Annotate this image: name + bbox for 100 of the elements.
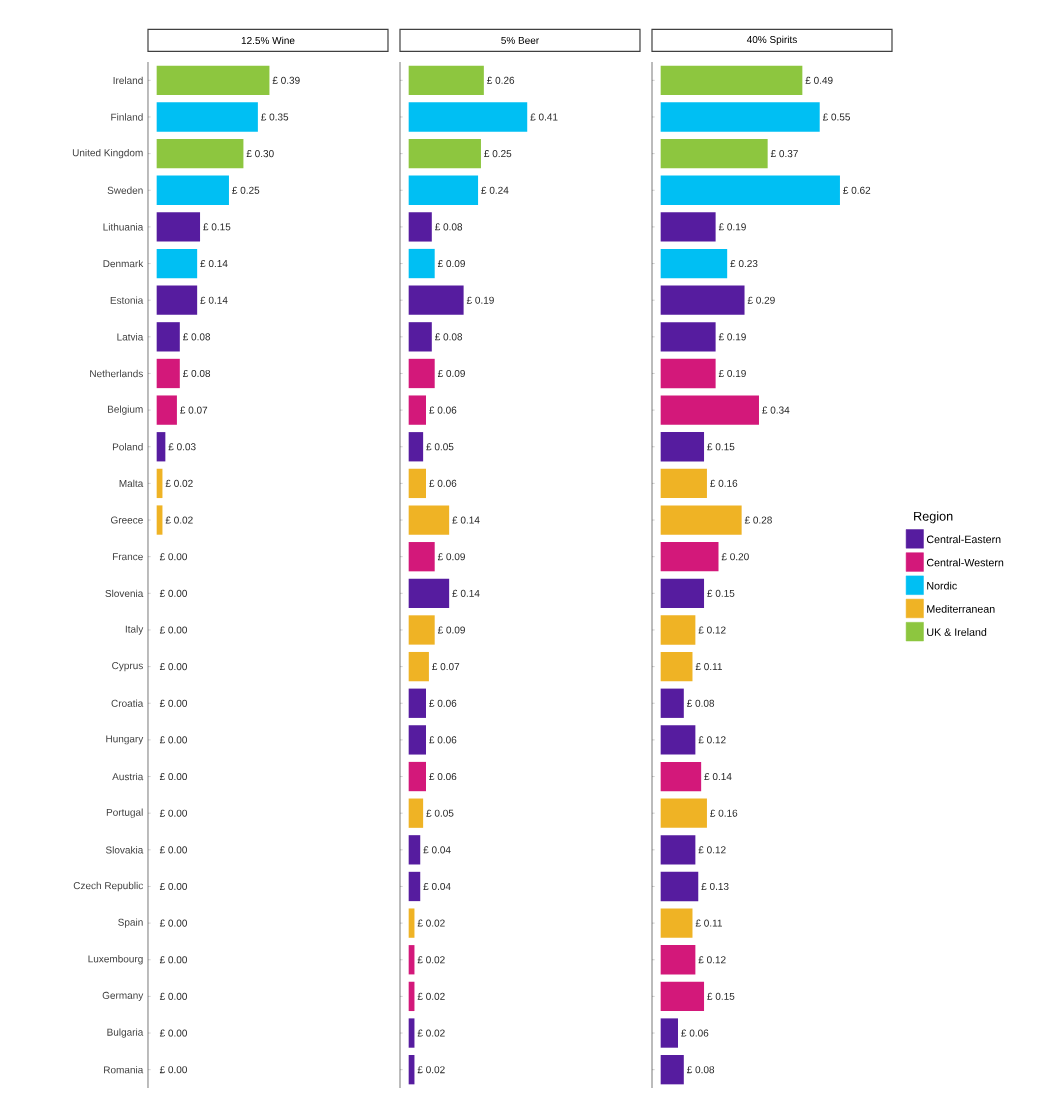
bar: [660, 945, 696, 975]
data-label: £ 0.08: [435, 333, 463, 341]
data-label: £ 0.12: [698, 846, 726, 854]
bar: [660, 175, 840, 205]
data-label: £ 0.00: [159, 1029, 187, 1037]
data-label: £ 0.11: [695, 919, 722, 927]
data-label: £ 0.12: [698, 956, 726, 964]
legend-label: UK & Ireland: [927, 628, 987, 636]
data-label: £ 0.00: [159, 992, 187, 1000]
data-label: £ 0.00: [159, 809, 187, 817]
bar: [408, 285, 464, 315]
bar: [408, 138, 481, 169]
data-label: £ 0.12: [698, 626, 726, 634]
data-label: £ 0.06: [429, 773, 457, 781]
data-label: £ 0.28: [744, 516, 772, 524]
bar: [408, 175, 479, 205]
data-label: £ 0.06: [429, 479, 457, 487]
y-tick-label: Slovenia: [105, 589, 144, 598]
bar: [156, 212, 201, 242]
y-tick-label: Bulgaria: [107, 1028, 144, 1038]
data-label: £ 0.14: [452, 516, 480, 524]
legend-label: Mediterranean: [927, 604, 995, 613]
data-label: £ 0.00: [159, 1066, 187, 1074]
bar: [660, 505, 742, 535]
bar: [660, 285, 745, 315]
data-label: £ 0.13: [701, 882, 729, 891]
y-tick-label: Malta: [119, 479, 144, 488]
data-label: £ 0.16: [710, 479, 738, 487]
data-label: £ 0.19: [466, 296, 494, 304]
bar: [408, 725, 427, 755]
y-tick-label: Slovakia: [105, 846, 144, 854]
data-label: £ 0.16: [710, 809, 738, 817]
bar: [660, 761, 702, 792]
data-label: £ 0.08: [435, 223, 463, 231]
data-label: £ 0.29: [747, 296, 775, 304]
data-label: £ 0.26: [487, 76, 515, 84]
data-label: £ 0.00: [159, 699, 187, 707]
data-label: £ 0.39: [272, 76, 300, 84]
legend-label: Nordic: [927, 581, 957, 590]
bar: [408, 468, 427, 499]
data-label: £ 0.05: [426, 809, 454, 817]
data-label: £ 0.14: [200, 260, 228, 268]
bar: [408, 505, 450, 535]
bar: [408, 798, 424, 828]
bar: [408, 432, 424, 462]
bar: [408, 615, 435, 645]
data-label: £ 0.37: [770, 150, 798, 158]
data-label: £ 0.09: [437, 626, 465, 634]
bar: [408, 651, 429, 682]
data-label: £ 0.00: [159, 589, 187, 597]
data-label: £ 0.07: [432, 663, 460, 671]
bar: [156, 322, 180, 352]
bar: [660, 138, 768, 169]
data-label: £ 0.19: [718, 223, 746, 231]
data-label: £ 0.15: [707, 589, 735, 597]
data-label: £ 0.14: [200, 296, 228, 304]
bar: [660, 981, 705, 1012]
bar: [156, 358, 180, 389]
bar: [660, 725, 696, 755]
bar: [660, 212, 716, 242]
data-label: £ 0.19: [718, 369, 746, 378]
y-tick-label: Poland: [112, 443, 143, 451]
bar: [408, 358, 435, 389]
y-tick-label: Finland: [111, 113, 143, 121]
data-label: £ 0.14: [452, 589, 480, 597]
data-label: £ 0.06: [681, 1029, 709, 1037]
bar: [660, 578, 705, 608]
data-label: £ 0.34: [762, 406, 790, 414]
bar: [156, 175, 229, 205]
bar: [156, 395, 177, 425]
data-label: £ 0.15: [707, 443, 735, 451]
data-label: £ 0.02: [417, 1029, 445, 1037]
data-label: £ 0.09: [437, 553, 465, 561]
data-label: £ 0.08: [687, 699, 715, 707]
y-tick-label: France: [112, 553, 143, 561]
bar: [660, 322, 716, 352]
data-label: £ 0.00: [159, 919, 187, 927]
data-label: £ 0.14: [704, 773, 732, 781]
bar: [156, 138, 244, 169]
bar: [660, 615, 696, 645]
bar: [660, 358, 716, 389]
bar: [660, 395, 759, 425]
y-tick-label: Italy: [125, 625, 144, 635]
bar: [660, 1055, 684, 1085]
data-label: £ 0.23: [730, 260, 758, 268]
bar: [660, 871, 699, 902]
y-tick-label: Lithuania: [103, 223, 144, 231]
y-tick-label: Netherlands: [90, 369, 143, 378]
data-label: £ 0.00: [159, 846, 187, 854]
y-tick-label: Croatia: [111, 699, 144, 707]
bar: [660, 651, 693, 682]
data-label: £ 0.30: [246, 150, 274, 158]
data-label: £ 0.00: [159, 663, 187, 671]
y-tick-label: Denmark: [103, 259, 144, 268]
data-label: £ 0.49: [805, 76, 833, 84]
data-label: £ 0.20: [721, 553, 749, 561]
data-label: £ 0.02: [417, 956, 445, 964]
bar: [408, 65, 484, 95]
chart-title: 5% Beer: [501, 36, 539, 44]
data-label: £ 0.25: [484, 150, 512, 158]
